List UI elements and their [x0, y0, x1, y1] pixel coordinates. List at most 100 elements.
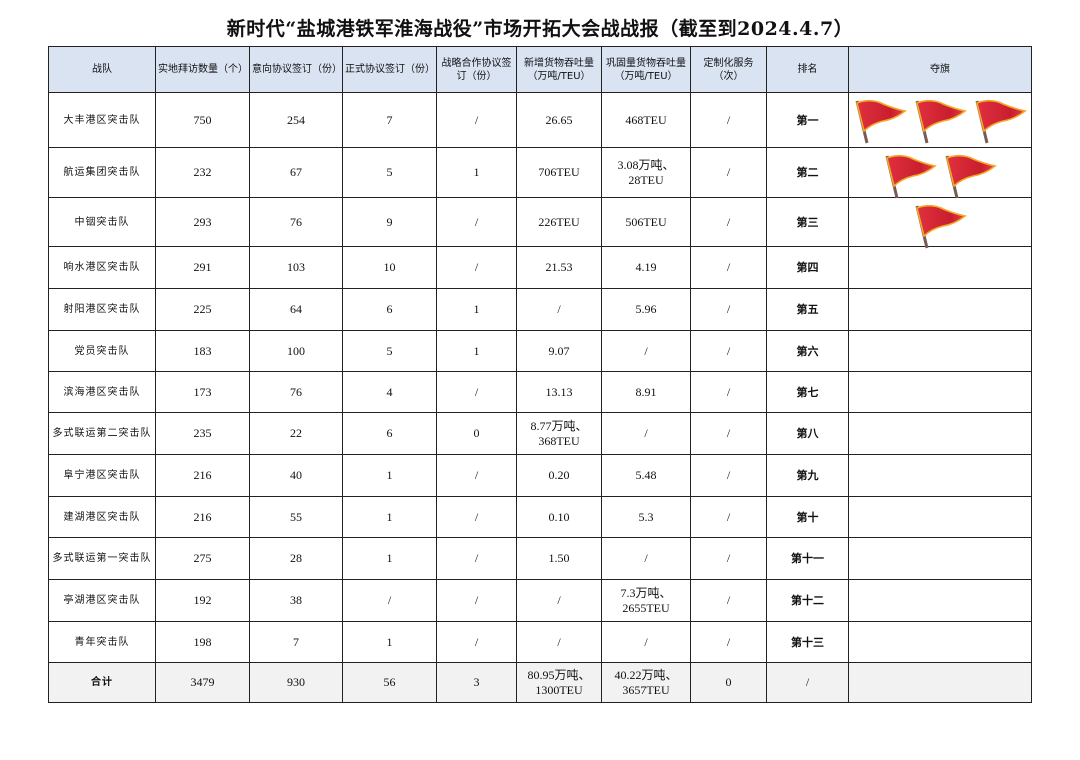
intent-agreements: 930 — [249, 662, 343, 703]
intent-agreements: 100 — [249, 330, 343, 372]
flag-cell — [848, 454, 1032, 497]
rank: / — [766, 662, 849, 703]
custom-services: 0 — [690, 662, 767, 703]
flag-cell — [848, 197, 1032, 249]
column-header: 意向协议签订（份） — [249, 46, 343, 93]
team-name: 多式联运第一突击队 — [48, 537, 156, 580]
table-row: 中铟突击队 293 76 9/226TEU 506TEU / 第三 — [48, 197, 1032, 249]
strategic-agreements: / — [436, 454, 517, 497]
consolidated-cargo: 5.96 — [601, 288, 691, 331]
battle-report-table: 战队 实地拜访数量（个） 意向协议签订（份） 正式协议签订（份） 战略合作协议签订（份）… — [48, 46, 1032, 703]
strategic-agreements: / — [436, 92, 517, 148]
intent-agreements: 38 — [249, 579, 343, 622]
red-flag-icon — [911, 95, 969, 153]
team-name: 合计 — [48, 662, 156, 703]
consolidated-cargo: / — [601, 537, 691, 580]
flag-cell — [848, 537, 1032, 580]
new-cargo: / — [516, 621, 602, 663]
column-header: 正式协议签订（份） — [342, 46, 437, 93]
red-flag-icon — [851, 95, 909, 153]
strategic-agreements: 3 — [436, 662, 517, 703]
consolidated-cargo: / — [601, 330, 691, 372]
strategic-agreements: / — [436, 579, 517, 622]
consolidated-cargo: 506TEU — [601, 197, 691, 247]
formal-agreements: / — [342, 579, 437, 622]
table-row: 响水港区突击队 291 103 10/21.53 4.19/第四 — [48, 246, 1032, 289]
intent-agreements: 64 — [249, 288, 343, 331]
strategic-agreements: / — [436, 246, 517, 289]
visit-count: 235 — [155, 412, 250, 455]
formal-agreements: 5 — [342, 147, 437, 198]
formal-agreements: 4 — [342, 371, 437, 413]
formal-agreements: 9 — [342, 197, 437, 247]
intent-agreements: 67 — [249, 147, 343, 198]
column-header: 新增货物吞吐量（万吨/TEU） — [516, 46, 602, 93]
new-cargo: / — [516, 579, 602, 622]
strategic-agreements: / — [436, 371, 517, 413]
custom-services: / — [690, 412, 767, 455]
custom-services: / — [690, 496, 767, 538]
new-cargo: 21.53 — [516, 246, 602, 289]
visit-count: 198 — [155, 621, 250, 663]
strategic-agreements: 1 — [436, 330, 517, 372]
strategic-agreements: / — [436, 537, 517, 580]
table-row: 大丰港区突击队 750 254 7/26.65 468TEU / 第一 — [48, 92, 1032, 148]
table-row: 青年突击队 198 7 1// / / 第十三 — [48, 621, 1032, 663]
red-flag-icon — [971, 95, 1029, 153]
consolidated-cargo: 5.3 — [601, 496, 691, 538]
team-name: 亭湖港区突击队 — [48, 579, 156, 622]
visit-count: 192 — [155, 579, 250, 622]
strategic-agreements: / — [436, 621, 517, 663]
intent-agreements: 28 — [249, 537, 343, 580]
new-cargo: / — [516, 288, 602, 331]
team-name: 射阳港区突击队 — [48, 288, 156, 331]
page-title: 新时代“盐城港铁军淮海战役”市场开拓大会战战报（截至到2024.4.7） — [226, 18, 854, 40]
table-row: 多式联运第一突击队 275 28 1/1.50// 第十一 — [48, 537, 1032, 580]
rank: 第十 — [766, 496, 849, 538]
table-row: 射阳港区突击队 225 64 6 1/5.96/第五 — [48, 288, 1032, 331]
table-row: 多式联运第二突击队 235 22 6 0 8.77万吨、368TEU / / 第八 — [48, 412, 1032, 455]
team-name: 响水港区突击队 — [48, 246, 156, 289]
visit-count: 275 — [155, 537, 250, 580]
rank: 第十二 — [766, 579, 849, 622]
custom-services: / — [690, 621, 767, 663]
consolidated-cargo: 4.19 — [601, 246, 691, 289]
team-name: 中铟突击队 — [48, 197, 156, 247]
consolidated-cargo: / — [601, 621, 691, 663]
rank: 第二 — [766, 147, 849, 198]
flag-cell — [848, 496, 1032, 538]
flag-cell — [848, 579, 1032, 622]
formal-agreements: 7 — [342, 92, 437, 148]
new-cargo: 8.77万吨、368TEU — [516, 412, 602, 455]
rank: 第七 — [766, 371, 849, 413]
flag-cell — [848, 412, 1032, 455]
visit-count: 173 — [155, 371, 250, 413]
flag-cell — [848, 92, 1032, 148]
red-flag-icon — [941, 150, 999, 208]
custom-services: / — [690, 537, 767, 580]
flag-cell — [848, 330, 1032, 372]
custom-services: / — [690, 288, 767, 331]
intent-agreements: 55 — [249, 496, 343, 538]
table-row: 党员突击队 183 100 5 1 9.07// 第六 — [48, 330, 1032, 372]
table-row: 阜宁港区突击队 216 40 1/0.20 5.48/第九 — [48, 454, 1032, 497]
consolidated-cargo: 468TEU — [601, 92, 691, 148]
new-cargo: 80.95万吨、1300TEU — [516, 662, 602, 703]
flag-cell — [848, 147, 1032, 199]
rank: 第四 — [766, 246, 849, 289]
visit-count: 291 — [155, 246, 250, 289]
intent-agreements: 103 — [249, 246, 343, 289]
flag-cell — [848, 246, 1032, 289]
consolidated-cargo: 8.91 — [601, 371, 691, 413]
new-cargo: 13.13 — [516, 371, 602, 413]
custom-services: / — [690, 246, 767, 289]
strategic-agreements: / — [436, 197, 517, 247]
formal-agreements: 1 — [342, 537, 437, 580]
visit-count: 750 — [155, 92, 250, 148]
strategic-agreements: 1 — [436, 147, 517, 198]
visit-count: 225 — [155, 288, 250, 331]
intent-agreements: 76 — [249, 371, 343, 413]
intent-agreements: 7 — [249, 621, 343, 663]
custom-services: / — [690, 371, 767, 413]
formal-agreements: 5 — [342, 330, 437, 372]
